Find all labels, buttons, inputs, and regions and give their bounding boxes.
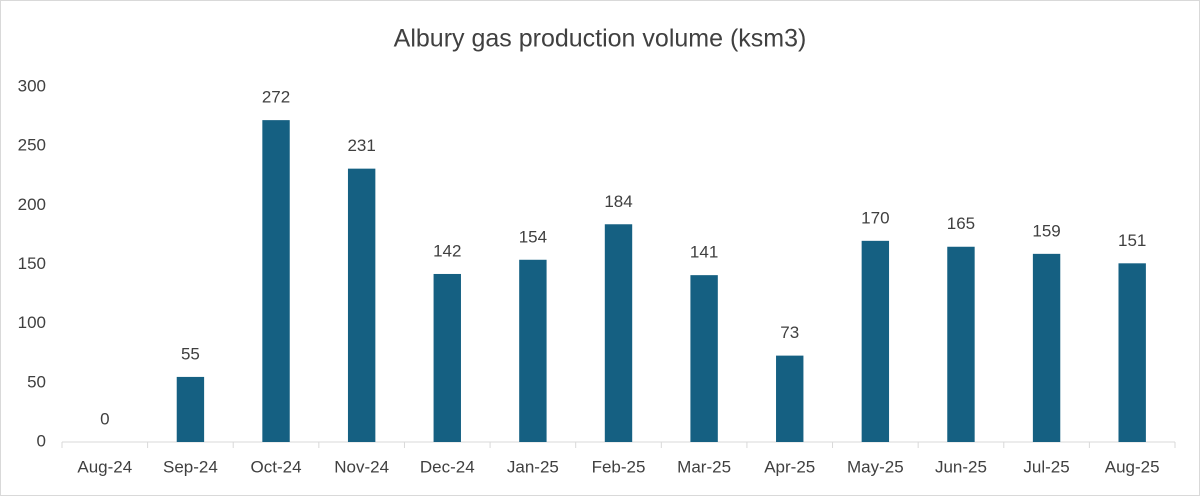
bar bbox=[947, 246, 975, 442]
x-tick-label: Jun-25 bbox=[935, 457, 987, 476]
data-label: 151 bbox=[1118, 231, 1146, 250]
y-tick-label: 200 bbox=[18, 195, 46, 214]
x-tick-label: Mar-25 bbox=[677, 457, 731, 476]
data-label: 272 bbox=[262, 88, 290, 107]
y-tick-label: 150 bbox=[18, 254, 46, 273]
x-tick-label: Apr-25 bbox=[764, 457, 815, 476]
data-label: 142 bbox=[433, 241, 461, 260]
data-label: 73 bbox=[780, 323, 799, 342]
bar bbox=[861, 240, 890, 442]
bar bbox=[176, 376, 205, 442]
y-tick-label: 50 bbox=[27, 372, 46, 391]
bar bbox=[262, 120, 290, 442]
y-tick-label: 300 bbox=[18, 76, 46, 95]
bar bbox=[690, 275, 718, 442]
data-label: 0 bbox=[100, 409, 109, 428]
data-label: 165 bbox=[947, 214, 975, 233]
data-label: 154 bbox=[519, 227, 547, 246]
x-tick-label: Feb-25 bbox=[592, 457, 646, 476]
x-tick-label: Aug-24 bbox=[77, 457, 132, 476]
data-label: 141 bbox=[690, 243, 718, 262]
data-label: 55 bbox=[181, 344, 200, 363]
x-tick-label: Oct-24 bbox=[251, 457, 302, 476]
y-tick-label: 250 bbox=[18, 136, 46, 155]
x-tick-label: Jan-25 bbox=[507, 457, 559, 476]
chart-title: Albury gas production volume (ksm3) bbox=[394, 25, 807, 53]
x-tick-label: May-25 bbox=[847, 457, 904, 476]
bar bbox=[1118, 263, 1146, 442]
bar bbox=[776, 355, 804, 442]
bar bbox=[433, 273, 461, 442]
bar bbox=[1032, 253, 1061, 442]
x-tick-label: Nov-24 bbox=[334, 457, 389, 476]
data-label: 159 bbox=[1032, 221, 1060, 240]
data-label: 170 bbox=[861, 208, 889, 227]
bar bbox=[519, 259, 547, 442]
x-tick-label: Aug-25 bbox=[1105, 457, 1160, 476]
y-tick-label: 0 bbox=[37, 431, 46, 450]
x-tick-label: Jul-25 bbox=[1023, 457, 1069, 476]
bar bbox=[347, 168, 376, 442]
y-tick-label: 100 bbox=[18, 313, 46, 332]
data-label: 184 bbox=[604, 192, 632, 211]
bar bbox=[604, 224, 633, 442]
x-tick-label: Sep-24 bbox=[163, 457, 218, 476]
data-label: 231 bbox=[347, 136, 375, 155]
x-tick-label: Dec-24 bbox=[420, 457, 475, 476]
